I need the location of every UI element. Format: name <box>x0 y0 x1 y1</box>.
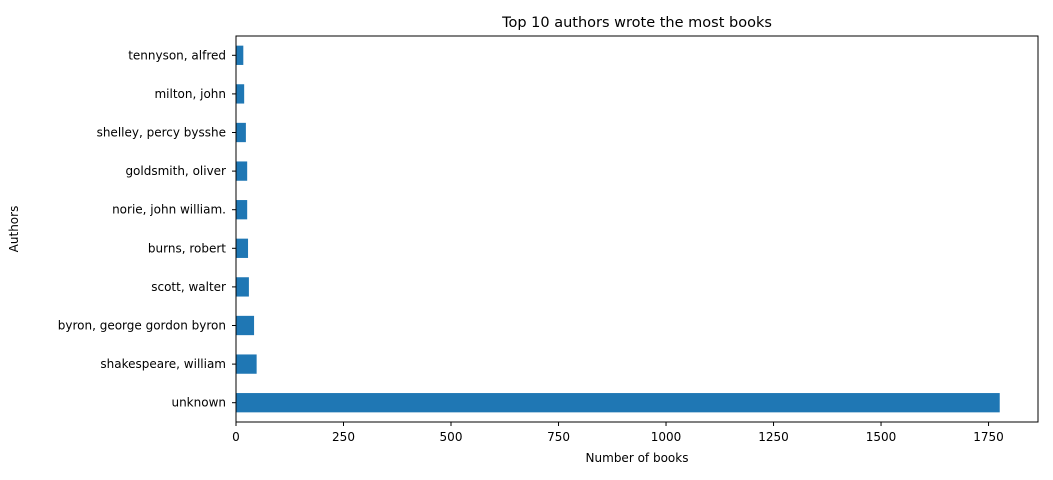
bar <box>236 393 1000 413</box>
x-tick-label: 1500 <box>866 430 897 444</box>
x-tick-label: 1750 <box>973 430 1004 444</box>
bar <box>236 238 249 258</box>
bar <box>236 315 255 336</box>
bar <box>236 354 257 374</box>
x-axis-label: Number of books <box>586 451 689 465</box>
y-tick-label: goldsmith, oliver <box>125 164 226 178</box>
bar <box>236 200 248 220</box>
y-tick-label: unknown <box>171 396 226 410</box>
y-tick-label: burns, robert <box>148 241 226 255</box>
bar <box>236 161 248 181</box>
plot-frame <box>235 35 1039 423</box>
bar <box>236 84 245 104</box>
y-ticks-group: unknown shakespeare, william byron, george… <box>58 48 236 410</box>
y-tick-label: byron, george gordon byron <box>58 319 226 333</box>
y-axis-label: Authors <box>7 206 21 253</box>
bars-group <box>236 45 1000 413</box>
chart-title: Top 10 authors wrote the most books <box>501 15 772 31</box>
x-tick-label: 0 <box>232 430 240 444</box>
y-tick-label: scott, walter <box>151 280 226 294</box>
x-tick-label: 750 <box>547 430 570 444</box>
y-tick-label: shakespeare, william <box>100 357 226 371</box>
bar <box>236 122 246 143</box>
bar <box>236 277 249 297</box>
x-ticks-group: 0 250 500 750 1000 1250 1500 1750 <box>232 422 1004 444</box>
x-tick-label: 500 <box>440 430 463 444</box>
x-tick-label: 250 <box>332 430 355 444</box>
y-tick-label: norie, john william. <box>112 203 226 217</box>
y-tick-label: shelley, percy bysshe <box>97 126 226 140</box>
x-tick-label: 1250 <box>758 430 789 444</box>
y-tick-label: milton, john <box>154 87 226 101</box>
bar <box>236 45 244 65</box>
y-tick-label: tennyson, alfred <box>128 48 226 62</box>
x-tick-label: 1000 <box>651 430 682 444</box>
